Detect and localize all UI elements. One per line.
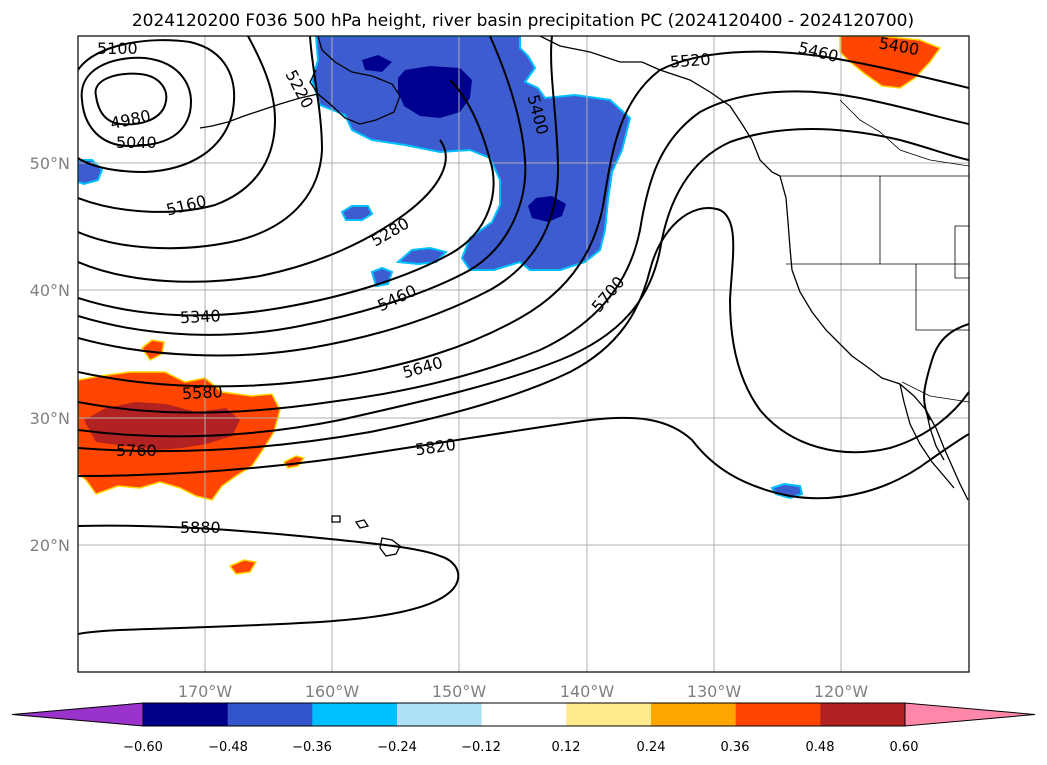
lat-tick: 30°N	[30, 409, 70, 428]
pos-core-subtropical	[84, 402, 240, 450]
contour-5040	[80, 56, 192, 148]
contour-label: 5100	[97, 39, 138, 58]
map-panel: 5100 4980 5040 5220 5160 5280 5340 5460 …	[77, 33, 970, 673]
contour-5520	[78, 50, 969, 388]
contour-label: 5880	[180, 518, 221, 537]
contour-4980	[94, 72, 168, 126]
lon-tick: 120°W	[814, 682, 869, 701]
contour-5100	[78, 39, 236, 174]
colorbar-cell	[566, 703, 652, 726]
contour-5280	[78, 139, 447, 283]
contour-label: 5760	[116, 441, 157, 460]
colorbar: −0.60 −0.48 −0.36 −0.24 −0.12 0.12 0.24 …	[11, 702, 1036, 755]
colorbar-tick: 0.36	[721, 740, 750, 755]
colorbar-tick: −0.48	[208, 740, 248, 755]
state-border-3	[915, 264, 969, 331]
neg-blob-3	[395, 246, 448, 266]
contour-5340	[78, 79, 495, 317]
contour-label: 5340	[179, 306, 221, 327]
contour-label: 5040	[116, 133, 157, 152]
neg-core-north2	[362, 55, 392, 72]
colorbar-tick: −0.36	[292, 740, 332, 755]
baja-peninsula	[899, 383, 955, 489]
longitude-tick-labels: 170°W 160°W 150°W 140°W 130°W 120°W	[178, 682, 869, 701]
contour-label: 5580	[181, 382, 223, 403]
lon-tick: 130°W	[687, 682, 742, 701]
colorbar-cells	[11, 702, 1036, 727]
colorbar-cell	[227, 703, 313, 726]
aleutian-islands	[199, 93, 319, 129]
colorbar-cell	[651, 703, 737, 726]
lon-tick: 150°W	[432, 682, 487, 701]
colorbar-cell	[735, 703, 821, 726]
hawaii-1	[379, 537, 401, 557]
alaska-canada-border	[839, 99, 969, 167]
negative-pc-shading	[78, 36, 804, 500]
contour-5220	[78, 36, 324, 250]
colorbar-tick: 0.60	[890, 740, 919, 755]
colorbar-cell	[820, 703, 906, 726]
neg-core-north	[398, 66, 472, 118]
lat-tick: 50°N	[30, 154, 70, 173]
colorbar-cell	[397, 703, 483, 726]
lat-tick: 20°N	[30, 536, 70, 555]
contour-5460	[78, 36, 560, 357]
contour-5760	[78, 416, 969, 500]
colorbar-frame	[142, 702, 906, 727]
colorbar-tick-labels: −0.60 −0.48 −0.36 −0.24 −0.12 0.12 0.24 …	[123, 740, 918, 755]
alaska-coast	[309, 36, 401, 125]
colorbar-tick: −0.12	[461, 740, 501, 755]
lat-tick: 40°N	[30, 281, 70, 300]
contour-label: 5520	[669, 50, 711, 72]
colorbar-cell	[481, 703, 567, 726]
map-title: 2024120200 F036 500 hPa height, river ba…	[132, 11, 914, 31]
hawaii-2	[354, 519, 370, 529]
colorbar-cell	[143, 703, 229, 726]
neg-blob-1	[340, 205, 374, 221]
coastlines	[199, 36, 969, 557]
contour-5160	[78, 36, 277, 213]
contour-5580	[78, 90, 969, 414]
pos-blob-3	[228, 559, 258, 575]
state-border-4	[954, 225, 969, 279]
colorbar-cell	[312, 703, 398, 726]
us-mexico-border	[901, 381, 969, 403]
colorbar-tick: 0.48	[806, 740, 835, 755]
us-west-coast	[779, 175, 969, 501]
hawaii-3	[331, 515, 341, 523]
neg-core-south	[528, 196, 566, 222]
colorbar-tick: 0.24	[637, 740, 666, 755]
contour-5700	[78, 207, 969, 454]
grid	[78, 36, 969, 672]
lon-tick: 160°W	[305, 682, 360, 701]
lon-tick: 170°W	[178, 682, 233, 701]
contour-5400-ridge	[78, 36, 527, 336]
height-contours	[78, 36, 969, 635]
colorbar-tick: −0.60	[123, 740, 163, 755]
lon-tick: 140°W	[560, 682, 615, 701]
pos-blob-1	[140, 339, 165, 361]
latitude-tick-labels: 50°N 40°N 30°N 20°N	[30, 154, 70, 555]
political-borders	[780, 99, 969, 403]
colorbar-extend-low	[11, 702, 144, 727]
contour-label: 5400	[877, 33, 920, 59]
contour-5820	[78, 524, 460, 635]
colorbar-extend-high	[904, 702, 1036, 727]
se-alaska-bc-coast	[539, 36, 781, 177]
map-frame	[77, 35, 970, 673]
contour-east-low	[923, 323, 969, 421]
colorbar-tick: −0.24	[377, 740, 417, 755]
colorbar-tick: 0.12	[552, 740, 581, 755]
